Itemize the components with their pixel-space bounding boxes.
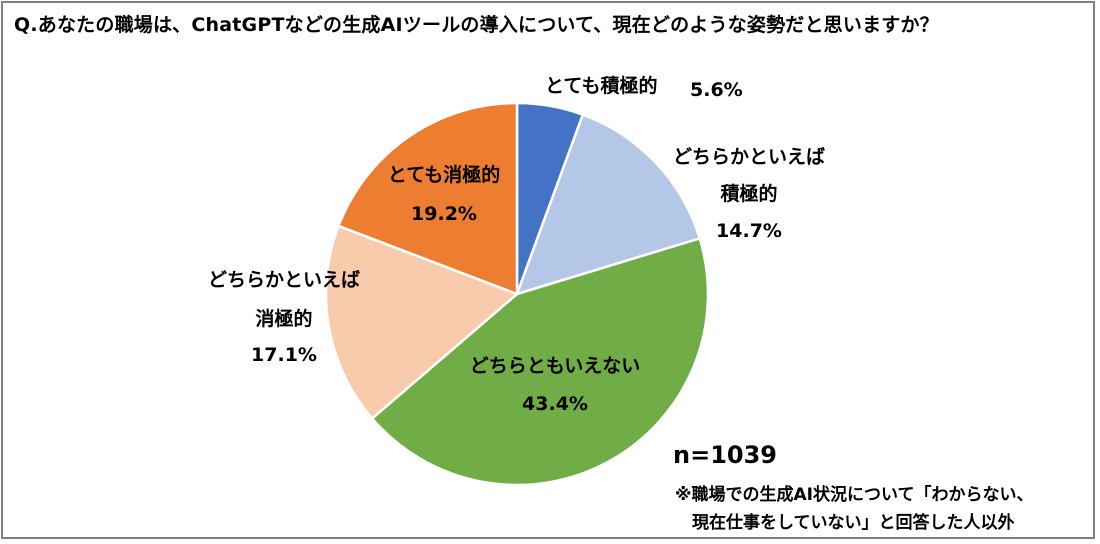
slice-value-somewhat-positive: 14.7%	[716, 220, 782, 242]
slice-label-neutral: どちらともいえない	[469, 355, 641, 377]
slice-value-very-negative: 19.2%	[411, 203, 477, 225]
slice-label-somewhat-negative-line2: 消極的	[255, 308, 313, 330]
slice-value-somewhat-negative: 17.1%	[251, 344, 317, 366]
slice-label-somewhat-negative-line1: どちらかといえば	[207, 269, 361, 291]
slice-value-very-positive: 5.6%	[690, 79, 743, 101]
pie-slice-somewhat-positive	[515, 113, 701, 296]
slice-label-somewhat-positive-line2: 積極的	[720, 183, 778, 205]
footnote-line1: ※職場での生成AI状況について「わからない、	[675, 485, 1034, 505]
slice-label-very-positive: とても積極的	[545, 75, 658, 97]
pie-slice-very-negative	[337, 101, 519, 296]
sample-size: n=1039	[673, 441, 777, 469]
slice-label-somewhat-positive-line1: どちらかといえば	[672, 146, 826, 168]
slice-value-neutral: 43.4%	[522, 393, 588, 415]
chart-title: Q.あなたの職場は、ChatGPTなどの生成AIツールの導入について、現在どのよ…	[14, 14, 939, 36]
slice-label-very-negative: とても消極的	[387, 164, 501, 186]
pie-slice-neutral	[370, 237, 710, 487]
footnote-line2: 現在仕事をしていない」と回答した人以外	[692, 513, 1015, 533]
pie-slice-somewhat-negative	[324, 224, 519, 420]
